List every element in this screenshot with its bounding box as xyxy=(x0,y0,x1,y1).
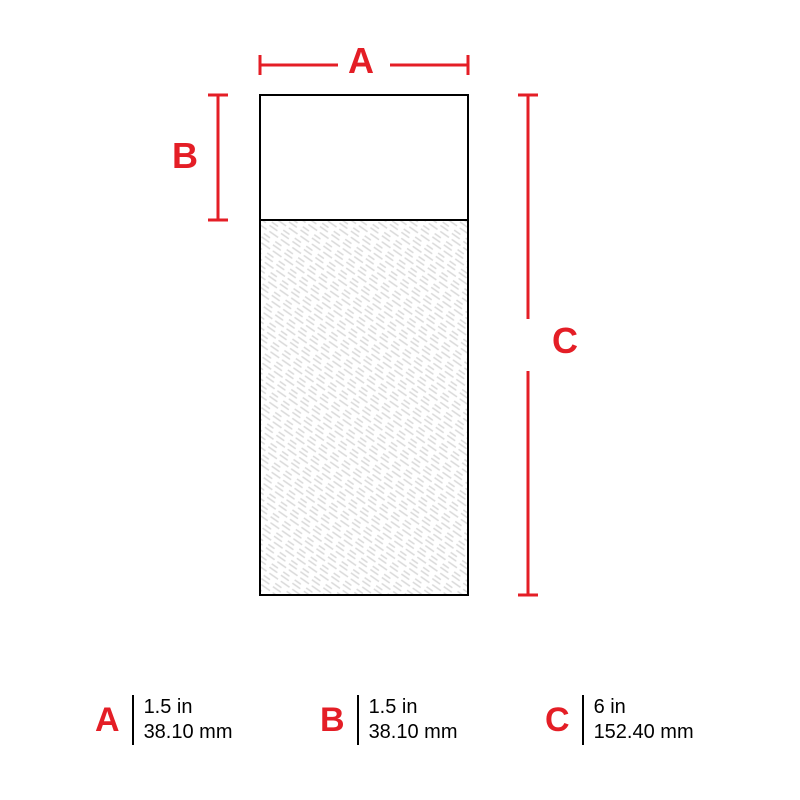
legend-value-inches: 6 in xyxy=(594,695,694,720)
legend-divider xyxy=(357,695,359,745)
legend-divider xyxy=(132,695,134,745)
legend-letter: C xyxy=(545,703,570,737)
legend-values: 6 in 152.40 mm xyxy=(594,695,694,745)
dim-label-a: A xyxy=(348,40,374,82)
legend-divider xyxy=(582,695,584,745)
legend-value-inches: 1.5 in xyxy=(369,695,458,720)
dimension-diagram: A B C A 1.5 in 38.10 mm B 1.5 in 38.10 m… xyxy=(0,0,800,800)
legend-item-b: B 1.5 in 38.10 mm xyxy=(320,695,458,745)
legend-letter: A xyxy=(95,703,120,737)
legend-value-inches: 1.5 in xyxy=(144,695,233,720)
legend-value-mm: 38.10 mm xyxy=(144,720,233,745)
legend-values: 1.5 in 38.10 mm xyxy=(144,695,233,745)
legend-item-c: C 6 in 152.40 mm xyxy=(545,695,694,745)
dim-label-c: C xyxy=(552,320,578,362)
dim-label-b: B xyxy=(172,135,198,177)
legend-value-mm: 38.10 mm xyxy=(369,720,458,745)
legend-value-mm: 152.40 mm xyxy=(594,720,694,745)
legend-values: 1.5 in 38.10 mm xyxy=(369,695,458,745)
diagram-svg xyxy=(0,0,800,660)
legend-letter: B xyxy=(320,703,345,737)
legend-item-a: A 1.5 in 38.10 mm xyxy=(95,695,233,745)
